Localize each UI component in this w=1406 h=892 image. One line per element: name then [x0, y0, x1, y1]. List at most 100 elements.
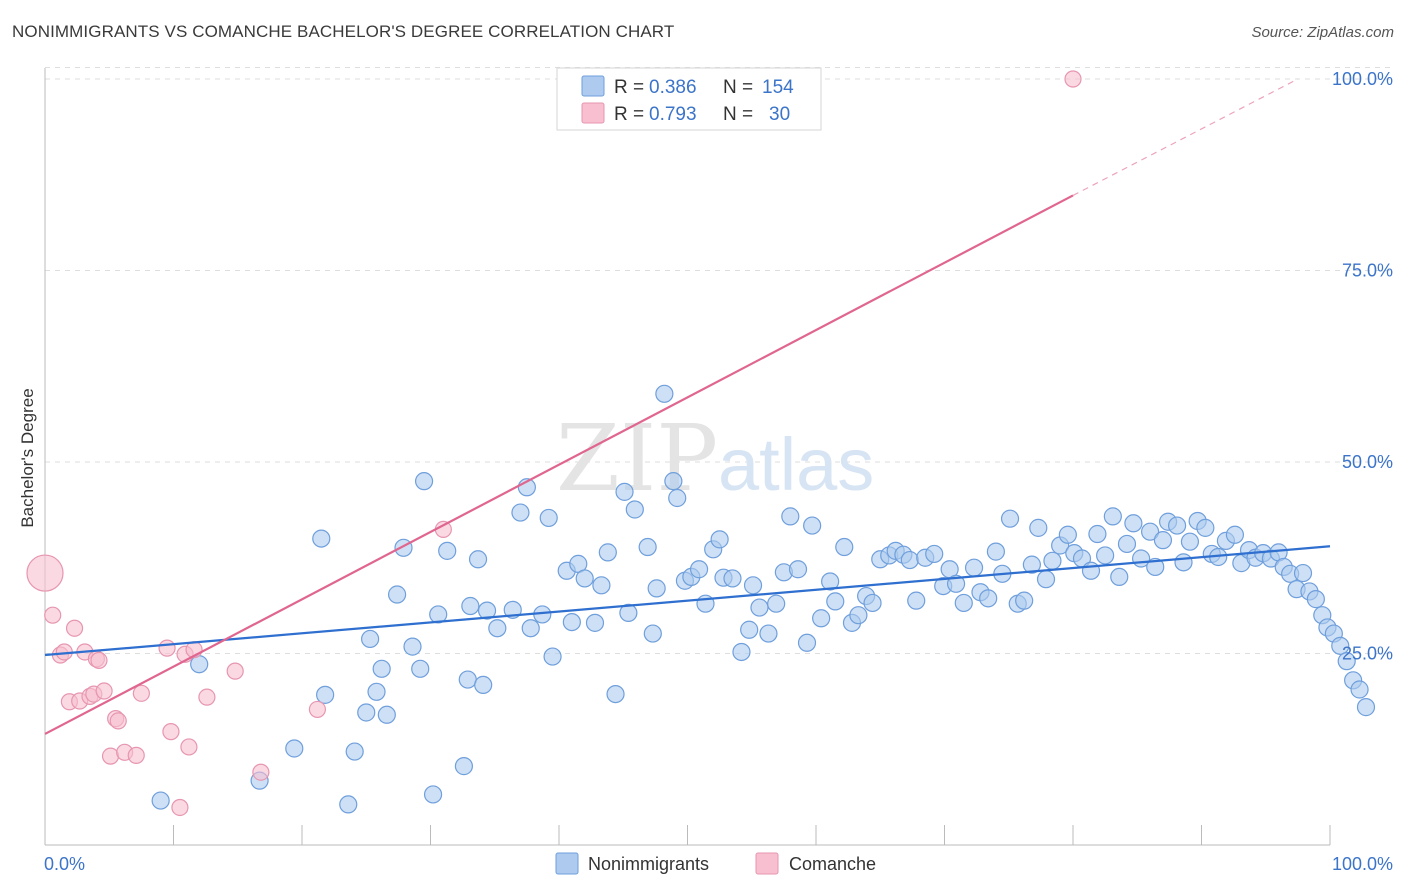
point-nonimmigrants-70 [803, 516, 822, 535]
point-nonimmigrants-91 [964, 558, 984, 577]
point-nonimmigrants-119 [1167, 516, 1187, 535]
point-nonimmigrants-62 [743, 576, 763, 595]
point-nonimmigrants-116 [1146, 557, 1165, 577]
point-nonimmigrants-7 [345, 742, 364, 761]
point-nonimmigrants-43 [615, 482, 634, 501]
point-nonimmigrants-8 [357, 703, 376, 722]
legend-n-label-1: N = [723, 104, 753, 125]
point-nonimmigrants-144 [1337, 652, 1356, 671]
point-comanche-18 [132, 684, 150, 702]
point-nonimmigrants-41 [598, 543, 617, 562]
point-nonimmigrants-121 [1180, 532, 1200, 551]
tick-labels: 25.0% 50.0% 75.0% 100.0% 0.0% 100.0% [44, 69, 1393, 874]
point-nonimmigrants-115 [1140, 522, 1160, 541]
point-nonimmigrants-59 [723, 569, 742, 588]
point-comanche-26 [226, 662, 244, 680]
point-nonimmigrants-78 [863, 593, 882, 613]
point-nonimmigrants-11 [372, 659, 391, 678]
legend-r-value-1: 0.793 [649, 104, 697, 125]
point-nonimmigrants-127 [1225, 525, 1245, 544]
point-nonimmigrants-101 [1036, 570, 1056, 589]
point-nonimmigrants-104 [1058, 525, 1077, 544]
trendline-extension-comanche [1072, 78, 1299, 196]
point-comanche-13 [101, 747, 120, 765]
legend-n-label-0: N = [723, 77, 753, 98]
point-nonimmigrants-15 [403, 637, 422, 656]
point-comanche-5 [65, 619, 84, 637]
watermark-zip: ZIP [556, 405, 718, 512]
point-nonimmigrants-3 [285, 739, 304, 758]
axis-layer [44, 68, 1331, 846]
point-nonimmigrants-143 [1331, 636, 1350, 655]
point-nonimmigrants-31 [521, 619, 540, 638]
point-nonimmigrants-50 [664, 472, 683, 491]
trendline-comanche [44, 194, 1074, 735]
point-nonimmigrants-96 [1000, 509, 1020, 528]
point-nonimmigrants-147 [1356, 698, 1376, 717]
point-nonimmigrants-73 [826, 592, 845, 611]
point-comanche-11 [90, 651, 108, 669]
trend-layer [44, 78, 1331, 735]
legend-bottom-swatch-comanche [755, 852, 779, 875]
point-nonimmigrants-0 [151, 791, 170, 810]
y-tick-label-1: 50.0% [1342, 452, 1393, 472]
legend-swatch-comanche [581, 102, 605, 124]
point-comanche-20 [162, 723, 180, 741]
point-nonimmigrants-29 [511, 503, 530, 522]
point-nonimmigrants-26 [477, 601, 497, 620]
legend-bottom: Nonimmigrants Comanche [555, 852, 876, 875]
point-nonimmigrants-63 [750, 598, 769, 617]
point-nonimmigrants-57 [710, 530, 729, 549]
point-nonimmigrants-98 [1015, 591, 1034, 610]
point-nonimmigrants-76 [849, 606, 868, 625]
point-nonimmigrants-68 [788, 560, 808, 579]
point-nonimmigrants-65 [767, 594, 786, 613]
point-nonimmigrants-137 [1293, 563, 1313, 583]
point-nonimmigrants-100 [1029, 518, 1048, 537]
point-nonimmigrants-33 [539, 508, 558, 528]
point-nonimmigrants-60 [732, 642, 751, 662]
point-nonimmigrants-107 [1081, 561, 1101, 580]
point-nonimmigrants-109 [1096, 546, 1115, 565]
point-nonimmigrants-108 [1088, 524, 1107, 544]
point-nonimmigrants-47 [643, 624, 662, 643]
legend-top: R = 0.386 N = 154 R = 0.793 N = 30 [556, 67, 822, 131]
point-nonimmigrants-72 [821, 572, 840, 591]
point-nonimmigrants-139 [1306, 590, 1325, 609]
point-nonimmigrants-21 [454, 757, 474, 776]
point-nonimmigrants-24 [468, 550, 488, 569]
point-nonimmigrants-10 [367, 682, 386, 701]
point-nonimmigrants-17 [414, 472, 434, 491]
point-nonimmigrants-13 [387, 585, 407, 604]
point-comanche-12 [95, 682, 113, 700]
x-tick-label-1: 100.0% [1332, 854, 1393, 874]
point-nonimmigrants-93 [979, 589, 998, 608]
point-nonimmigrants-117 [1153, 531, 1173, 550]
point-nonimmigrants-112 [1117, 534, 1137, 554]
point-nonimmigrants-9 [361, 629, 380, 649]
point-nonimmigrants-46 [638, 537, 657, 557]
point-nonimmigrants-44 [619, 603, 638, 623]
point-nonimmigrants-123 [1196, 518, 1215, 537]
point-nonimmigrants-69 [797, 633, 817, 652]
trendline-nonimmigrants [44, 545, 1331, 657]
legend-r-value-0: 0.386 [649, 77, 697, 98]
legend-r-label-0: R = [614, 77, 644, 98]
point-nonimmigrants-40 [592, 576, 611, 595]
point-comanche-17 [127, 746, 145, 764]
point-nonimmigrants-113 [1124, 514, 1143, 533]
y-tick-label-2: 75.0% [1342, 261, 1393, 281]
series-comanche [26, 70, 1082, 817]
legend-n-value-0: 154 [762, 77, 794, 98]
y-tick-label-0: 25.0% [1342, 644, 1393, 664]
point-nonimmigrants-27 [488, 619, 507, 638]
point-comanche-25 [198, 688, 216, 706]
point-nonimmigrants-61 [740, 620, 759, 639]
point-nonimmigrants-25 [474, 675, 493, 695]
point-nonimmigrants-45 [625, 500, 644, 519]
point-nonimmigrants-54 [689, 560, 709, 579]
point-nonimmigrants-6 [339, 795, 358, 814]
point-nonimmigrants-18 [423, 785, 443, 804]
x-tick-label-0: 0.0% [44, 854, 85, 874]
